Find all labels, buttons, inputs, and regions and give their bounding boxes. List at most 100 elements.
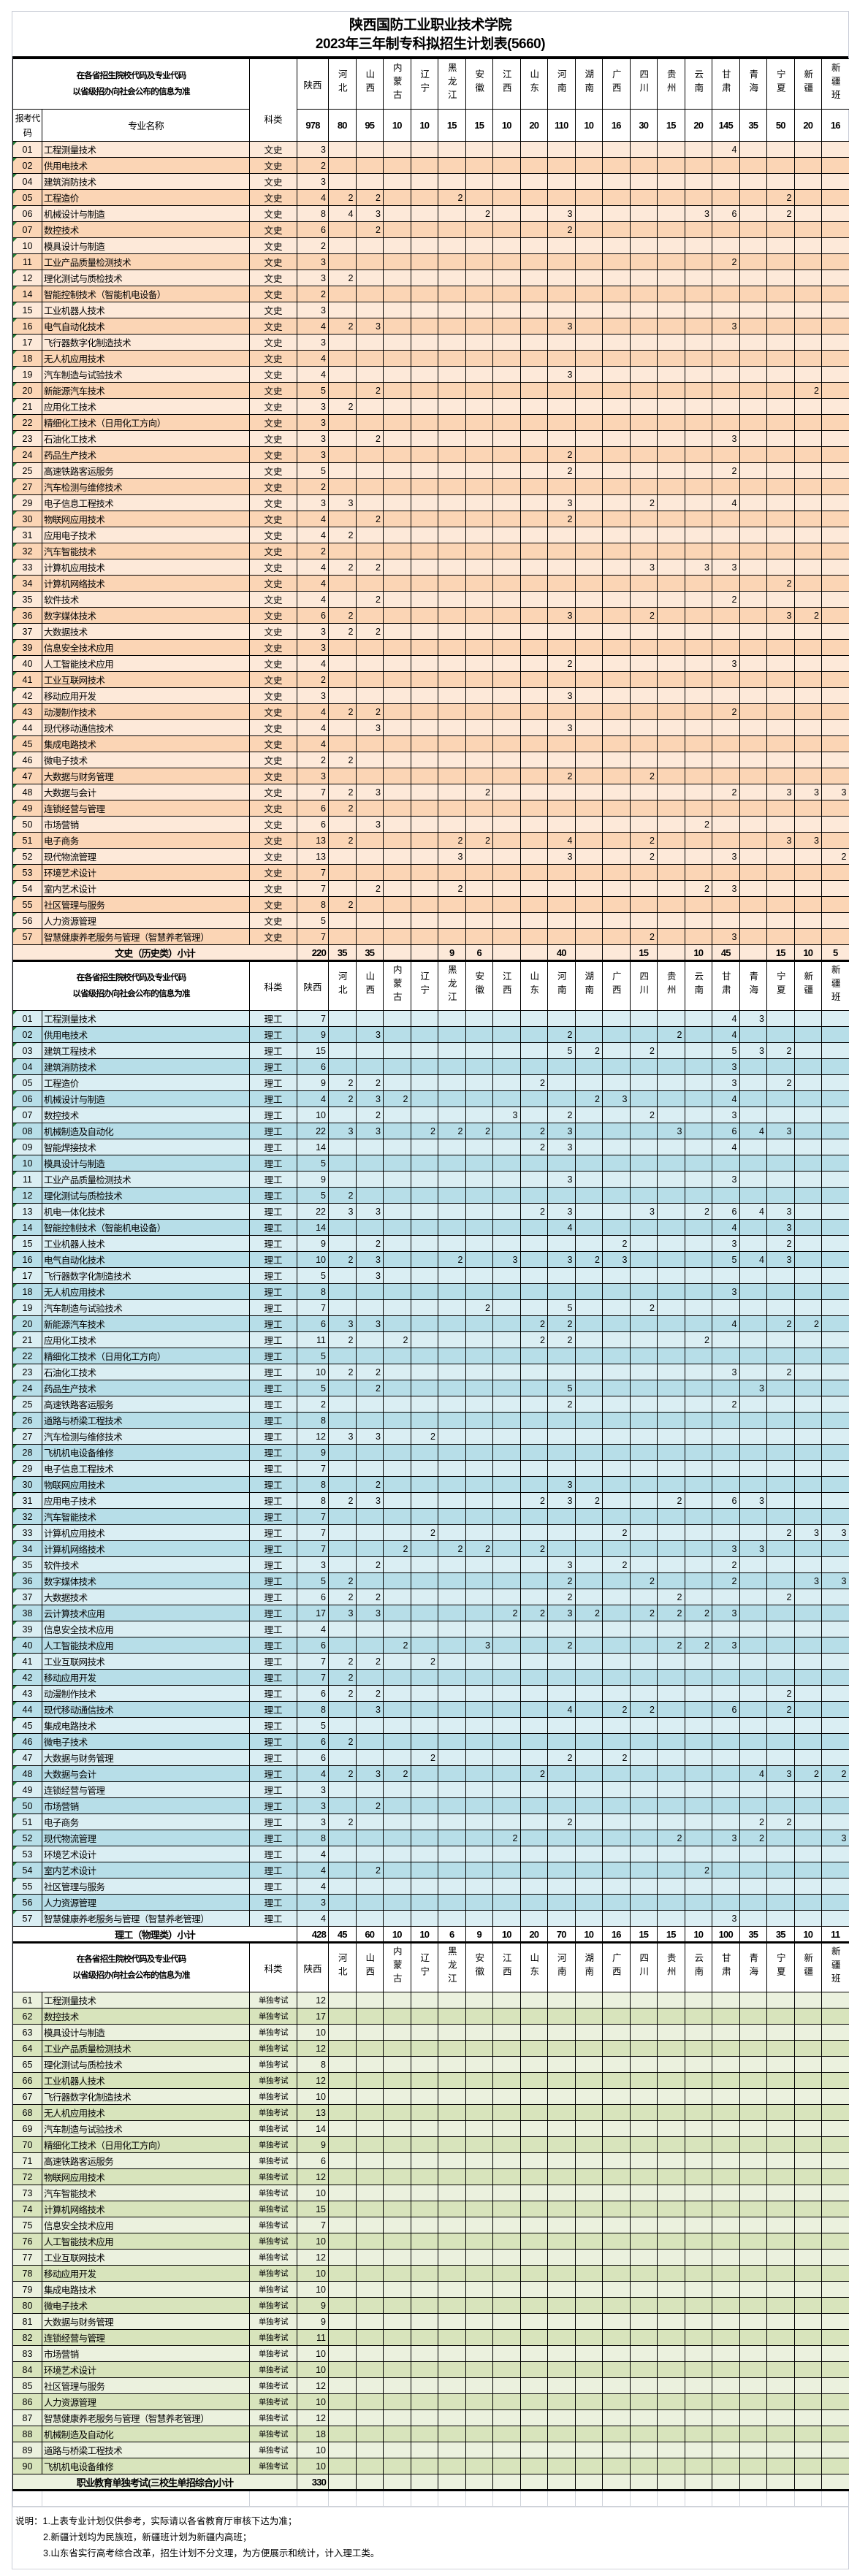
count-cell [766, 1396, 795, 1413]
count-cell [602, 671, 631, 688]
count-cell [602, 639, 631, 656]
count-cell: 10 [297, 2458, 329, 2474]
count-cell [821, 768, 849, 784]
count-cell [821, 494, 849, 511]
count-cell [465, 2329, 493, 2346]
major-code: 57 [12, 928, 42, 945]
empty-cell [821, 2490, 849, 2507]
count-cell: 8 [297, 1701, 329, 1718]
count-cell [328, 1139, 357, 1155]
count-cell [821, 1251, 849, 1268]
count-cell [602, 398, 631, 415]
count-cell [629, 1894, 658, 1911]
count-cell [410, 671, 438, 688]
count-cell [821, 623, 849, 640]
count-cell: 2 [328, 270, 357, 286]
count-cell [355, 864, 384, 881]
count-cell [492, 2104, 521, 2121]
count-cell [465, 1219, 493, 1236]
major-code: 02 [12, 1026, 42, 1043]
count-cell [574, 2217, 603, 2233]
count-cell [328, 366, 357, 383]
category: 理工 [249, 1203, 297, 1220]
count-cell [793, 511, 822, 527]
count-cell [438, 575, 466, 592]
count-cell [684, 270, 712, 286]
count-cell [629, 334, 658, 351]
count-cell [712, 2088, 740, 2105]
count-cell [712, 2152, 740, 2169]
count-cell [328, 912, 357, 929]
count-cell [766, 1572, 795, 1589]
count-cell [465, 1685, 493, 1702]
count-cell: 10 [297, 2185, 329, 2201]
count-cell [355, 1219, 384, 1236]
count-cell [574, 157, 603, 174]
count-cell [547, 414, 576, 431]
table-row: 43 动漫制作技术 理工 6 2 2 2 [12, 1685, 849, 1702]
table-row: 30 物联网应用技术 理工 8 2 3 [12, 1476, 849, 1493]
count-cell [355, 2442, 384, 2458]
table-row: 11 工业产品质量检测技术 文史 3 2 [12, 253, 849, 270]
count-cell [355, 2152, 384, 2169]
count-cell: 3 [684, 205, 712, 222]
count-cell [574, 1187, 603, 1204]
major-name: 石油化工技术 [42, 430, 250, 447]
count-cell [438, 511, 466, 527]
count-cell: 2 [355, 382, 384, 399]
count-cell [438, 366, 466, 383]
count-cell [383, 1878, 411, 1895]
count-cell: 2 [574, 1605, 603, 1621]
count-cell: 22 [297, 1203, 329, 1220]
count-cell [492, 1894, 521, 1911]
province-header-0: 陕西 [297, 960, 329, 1011]
count-cell: 3 [547, 1492, 576, 1509]
count-cell: 3 [297, 623, 329, 640]
subtotal-value: 45 [328, 1926, 357, 1944]
category: 理工 [249, 1685, 297, 1702]
table-row: 87 智慧健康养老服务与管理（智慧养老管理） 单独考试 12 [12, 2409, 849, 2426]
province-name: 河北 [336, 1953, 347, 1980]
category: 文史 [249, 735, 297, 752]
count-cell: 2 [629, 1299, 658, 1316]
count-cell: 4 [712, 1090, 740, 1107]
count-cell [438, 1797, 466, 1814]
count-cell [547, 2329, 576, 2346]
province-name: 江西 [500, 69, 511, 96]
count-cell [438, 1894, 466, 1911]
category-header: 科类 [249, 1942, 297, 1992]
count-cell [766, 591, 795, 608]
count-cell [684, 1460, 712, 1477]
count-cell [712, 334, 740, 351]
count-cell: 7 [297, 1524, 329, 1541]
count-cell [602, 1813, 631, 1830]
count-cell [766, 141, 795, 158]
major-code-text: 31 [22, 530, 33, 540]
major-code-text: 44 [22, 1704, 33, 1715]
count-cell [492, 912, 521, 929]
count-cell [684, 1508, 712, 1525]
major-name: 现代移动通信技术 [42, 1701, 250, 1718]
count-cell [574, 2377, 603, 2394]
count-cell: 2 [355, 189, 384, 206]
count-cell [383, 1026, 411, 1043]
empty-cell [712, 2490, 740, 2507]
count-cell [684, 1428, 712, 1445]
table-row: 64 工业产品质量检测技术 单独考试 12 [12, 2040, 849, 2057]
count-cell: 2 [547, 1813, 576, 1830]
count-cell: 2 [355, 1364, 384, 1380]
category: 理工 [249, 1042, 297, 1059]
province-header-12: 四川 [629, 1942, 658, 1992]
count-cell [465, 157, 493, 174]
count-cell [574, 1058, 603, 1075]
count-cell: 2 [657, 1637, 685, 1654]
count-cell [383, 1187, 411, 1204]
error-marker-icon [13, 1316, 17, 1320]
count-cell: 3 [712, 1605, 740, 1621]
count-cell [465, 2393, 493, 2410]
count-cell: 2 [712, 784, 740, 800]
count-cell [766, 928, 795, 945]
count-cell [438, 270, 466, 286]
province-name: 广西 [610, 1953, 621, 1980]
count-cell: 2 [297, 157, 329, 174]
